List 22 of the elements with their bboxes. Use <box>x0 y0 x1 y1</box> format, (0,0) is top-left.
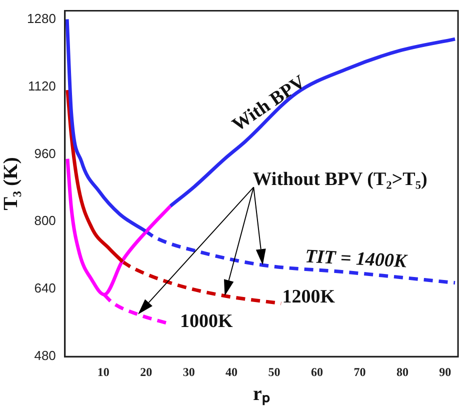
annotation: Without BPV (T₂>T₅) <box>252 169 428 190</box>
x-tick-label: 30 <box>182 364 195 379</box>
annotation: TIT = 1400K <box>304 246 408 272</box>
x-tick-label: 80 <box>396 364 408 379</box>
y-tick-label: 640 <box>34 280 56 296</box>
x-tick-label: 60 <box>311 364 324 379</box>
x-tick-label: 70 <box>354 364 366 379</box>
y-tick-label: 960 <box>34 146 56 161</box>
x-tick-label: 50 <box>268 364 280 379</box>
y-tick-label: 480 <box>34 348 56 364</box>
x-tick-label: 40 <box>226 364 238 379</box>
x-tick-label: 10 <box>97 364 110 379</box>
annotation: 1000K <box>180 310 234 332</box>
y-axis-title: T₃ (K) <box>0 157 22 210</box>
y-tick-label: 1280 <box>27 10 56 26</box>
annotation: With BPV <box>228 71 310 136</box>
annotation: 1200K <box>282 286 336 308</box>
x-tick-label: 90 <box>439 364 452 379</box>
y-tick-label: 800 <box>34 213 56 228</box>
y-tick-label: 1120 <box>28 78 56 94</box>
x-axis-title: rₚ <box>253 383 270 406</box>
x-tick-label: 20 <box>140 364 152 379</box>
